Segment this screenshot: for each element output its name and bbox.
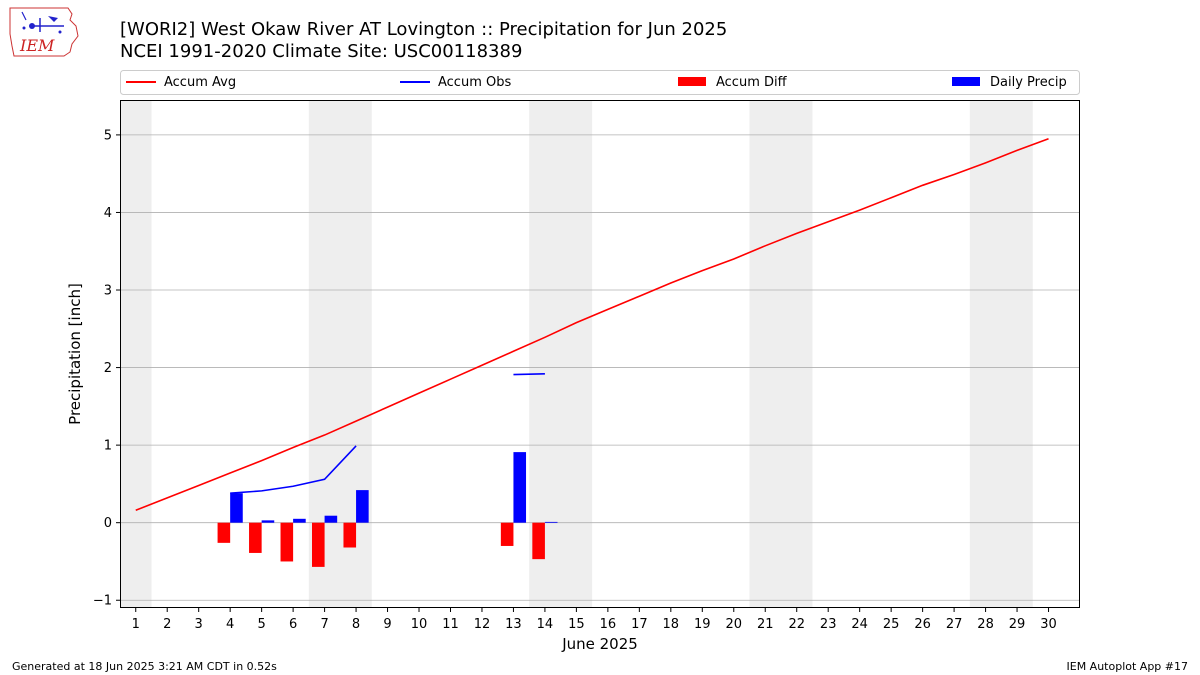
legend-swatch-bar bbox=[952, 77, 980, 86]
y-tick-label: 4 bbox=[104, 206, 112, 221]
daily-precip-bar bbox=[230, 493, 243, 523]
weekend-shading bbox=[969, 100, 1033, 608]
x-tick-label: 20 bbox=[725, 617, 742, 632]
x-tick-label: 23 bbox=[820, 617, 837, 632]
x-tick-label: 4 bbox=[226, 617, 234, 632]
x-tick-label: 28 bbox=[977, 617, 994, 632]
legend-label: Accum Obs bbox=[438, 75, 511, 90]
y-tick-label: 5 bbox=[104, 128, 112, 143]
accum-diff-bar bbox=[312, 522, 325, 567]
x-tick-label: 7 bbox=[320, 617, 328, 632]
accum-diff-bar bbox=[280, 522, 294, 562]
weekend-shading bbox=[749, 100, 813, 608]
accum-diff-bar bbox=[249, 522, 262, 553]
daily-precip-bar bbox=[293, 518, 306, 523]
x-tick-label: 6 bbox=[289, 617, 297, 632]
y-tick-label: −1 bbox=[93, 594, 112, 609]
x-tick-label: 5 bbox=[257, 617, 265, 632]
accum-diff-bar bbox=[343, 522, 357, 548]
legend-label: Accum Diff bbox=[716, 75, 788, 90]
x-tick-label: 12 bbox=[474, 617, 491, 632]
iem-logo: IEM bbox=[9, 7, 79, 57]
x-tick-label: 1 bbox=[132, 617, 140, 632]
chart-subtitle: NCEI 1991-2020 Climate Site: USC00118389 bbox=[120, 41, 522, 62]
daily-precip-bar bbox=[544, 521, 558, 523]
x-tick-label: 24 bbox=[851, 617, 868, 632]
y-tick-label: 3 bbox=[104, 284, 112, 299]
daily-precip-bar bbox=[324, 515, 338, 523]
legend-label: Accum Avg bbox=[164, 75, 236, 90]
x-tick-label: 22 bbox=[788, 617, 805, 632]
x-tick-label: 25 bbox=[883, 617, 900, 632]
weekend-shading bbox=[120, 100, 152, 608]
logo-text: IEM bbox=[19, 36, 55, 55]
iowa-outline-icon bbox=[9, 7, 79, 57]
x-tick-label: 14 bbox=[537, 617, 554, 632]
accum-obs-line bbox=[230, 445, 357, 495]
generated-timestamp: Generated at 18 Jun 2025 3:21 AM CDT in … bbox=[12, 660, 277, 673]
accum-diff-bar bbox=[532, 522, 545, 560]
x-tick-label: 11 bbox=[442, 617, 459, 632]
daily-precip-bar bbox=[513, 452, 527, 523]
legend-label: Daily Precip bbox=[990, 75, 1067, 90]
plot-area: 1 2 3 4 5 6 7 8 9 10 11 12 13 14 15 16 17 18 19 20 21 22 23 24 2… bbox=[93, 100, 1080, 632]
autoplot-app-label: IEM Autoplot App #17 bbox=[1067, 660, 1189, 673]
x-tick-label: 29 bbox=[1009, 617, 1026, 632]
y-axis-label: Precipitation [inch] bbox=[66, 283, 84, 425]
chart-title: [WORI2] West Okaw River AT Lovington :: … bbox=[120, 19, 727, 40]
legend-swatch-bar bbox=[678, 77, 706, 86]
x-tick-label: 17 bbox=[631, 617, 648, 632]
accum-diff-bar bbox=[217, 522, 231, 543]
plot-frame bbox=[120, 100, 1080, 608]
legend: Accum Avg Accum Obs Accum Diff Daily Precip bbox=[120, 70, 1080, 95]
weather-station-icon bbox=[21, 11, 64, 34]
daily-precip-bar bbox=[356, 490, 369, 523]
x-tick-label: 13 bbox=[505, 617, 522, 632]
x-tick-label: 9 bbox=[383, 617, 391, 632]
accum-diff-bar bbox=[500, 522, 514, 546]
x-tick-label: 15 bbox=[568, 617, 585, 632]
y-tick-label: 0 bbox=[104, 516, 112, 531]
x-tick-label: 3 bbox=[195, 617, 203, 632]
y-tick-label: 1 bbox=[104, 439, 112, 454]
y-tick-label: 2 bbox=[104, 361, 112, 376]
accum-obs-line bbox=[513, 372, 545, 376]
x-tick-label: 30 bbox=[1040, 617, 1057, 632]
x-axis-label: June 2025 bbox=[561, 635, 638, 653]
x-tick-label: 18 bbox=[663, 617, 680, 632]
accum-avg-line bbox=[135, 138, 1049, 512]
x-tick-label: 8 bbox=[352, 617, 360, 632]
x-tick-label: 27 bbox=[946, 617, 963, 632]
x-tick-label: 10 bbox=[411, 617, 428, 632]
x-tick-label: 2 bbox=[163, 617, 171, 632]
x-tick-label: 16 bbox=[600, 617, 617, 632]
x-tick-label: 19 bbox=[694, 617, 711, 632]
x-tick-label: 26 bbox=[914, 617, 931, 632]
daily-precip-bar bbox=[261, 520, 275, 523]
legend-frame bbox=[120, 70, 1080, 95]
x-tick-label: 21 bbox=[757, 617, 774, 632]
